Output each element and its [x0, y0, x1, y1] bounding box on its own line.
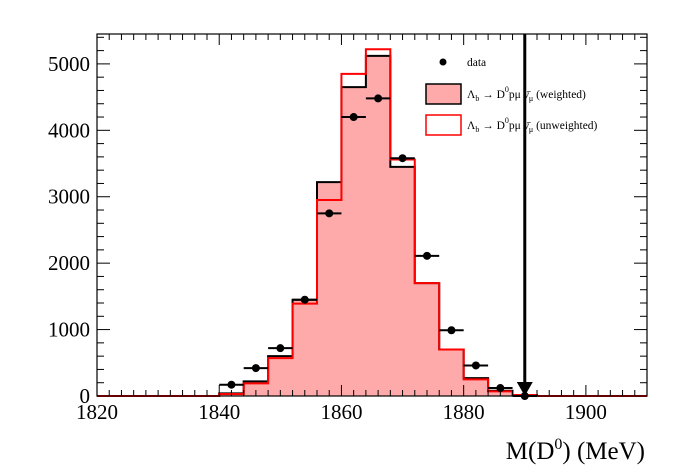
x-tick-label: 1860: [320, 400, 362, 424]
weighted-histogram-fill: [97, 55, 647, 397]
data-point: [317, 209, 342, 218]
axis-ticks-layer: [96, 34, 648, 397]
legend-data-label: data: [467, 57, 486, 69]
data-point: [414, 251, 440, 260]
x-axis-title: M(D0) (MeV): [506, 436, 645, 465]
x-tick-label: 1840: [198, 400, 240, 424]
data-point: [341, 113, 366, 122]
cut-arrow-head: [516, 382, 533, 396]
y-tick-label: 1000: [48, 318, 90, 342]
tick-labels-layer: 1820 1840 1860 1880 1900 0 1000 2000 3000 4000 500…: [48, 52, 607, 424]
data-points-layer: [219, 94, 537, 400]
legend-weighted-label: Λb → D0pμ ν̄μ (weighted): [467, 85, 586, 103]
legend-weighted-swatch: [425, 83, 462, 105]
x-tick-label: 1900: [565, 400, 607, 424]
legend-unweighted-label: Λb → D0pμ ν̄μ (unweighted): [467, 116, 598, 134]
data-point: [463, 361, 489, 370]
y-tick-label: 2000: [48, 251, 90, 275]
x-tick-label: 1820: [76, 400, 118, 424]
legend-unweighted-swatch: [425, 114, 462, 136]
data-point: [390, 154, 415, 163]
x-tick-label: 1880: [443, 400, 485, 424]
weighted-fill-layer: [97, 55, 647, 397]
data-point: [365, 94, 391, 103]
data-point: [243, 364, 269, 373]
x-axis-title-superscript: 0: [554, 436, 562, 453]
data-point: [488, 384, 513, 393]
y-tick-label: 0: [80, 384, 91, 408]
cut-line-layer: [516, 34, 533, 396]
data-point: [268, 344, 293, 353]
y-tick-label: 3000: [48, 185, 90, 209]
data-point: [292, 295, 317, 304]
y-tick-label: 5000: [48, 52, 90, 76]
legend-data-marker: [439, 58, 447, 66]
legend: data Λb → D0pμ ν̄μ (weighted) Λb → D0pμ …: [425, 57, 598, 136]
data-point: [439, 326, 464, 335]
plot-frame: [96, 33, 648, 397]
y-tick-label: 4000: [48, 118, 90, 142]
data-point: [219, 380, 244, 389]
